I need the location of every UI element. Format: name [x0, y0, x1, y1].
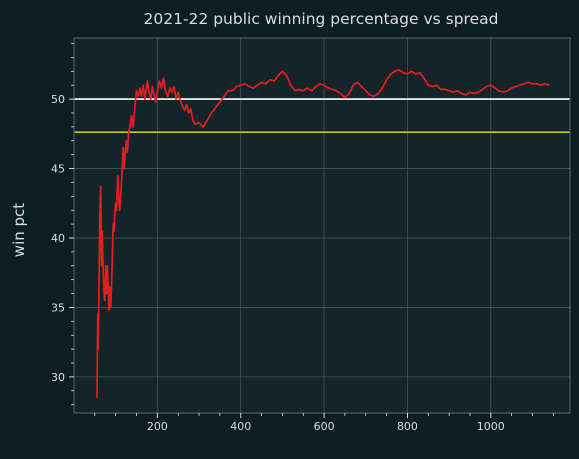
- x-tick-label: 800: [397, 420, 418, 433]
- chart-title: 2021-22 public winning percentage vs spr…: [144, 10, 499, 28]
- x-tick-label: 600: [314, 420, 335, 433]
- plot-frame: [73, 37, 571, 414]
- y-tick-label: 45: [51, 163, 65, 176]
- plot-area: [74, 38, 570, 413]
- x-tick-label: 1000: [477, 420, 505, 433]
- series-line: [96, 69, 550, 398]
- x-tick-label: 400: [230, 420, 251, 433]
- y-tick-label: 50: [51, 93, 65, 106]
- y-tick-label: 35: [51, 301, 65, 314]
- axis-ticks: 200 400 600 800 1000 30 35 40 45 50: [51, 43, 554, 433]
- series-layer: [96, 69, 550, 398]
- y-tick-label: 30: [51, 371, 65, 384]
- y-axis-label: win pct: [10, 203, 28, 257]
- y-tick-label: 40: [51, 232, 65, 245]
- x-tick-label: 200: [147, 420, 168, 433]
